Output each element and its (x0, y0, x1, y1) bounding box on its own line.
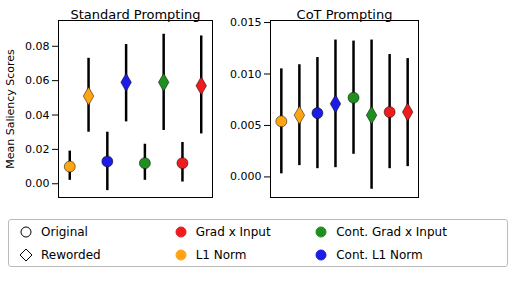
svg-text:0.015: 0.015 (230, 16, 262, 29)
html-text:Cont. L1 Norm: Cont. L1 Norm (336, 247, 423, 262)
svg-text:0.04: 0.04 (25, 109, 50, 122)
svg-text:0.005: 0.005 (230, 119, 262, 132)
html-text:Cont. Grad x Input: Cont. Grad x Input (336, 224, 447, 239)
html-text:Grad x Input: Grad x Input (195, 224, 271, 239)
svg-text:0.02: 0.02 (25, 143, 50, 156)
html-text:Reworded: Reworded (41, 247, 101, 262)
html-text:Original: Original (41, 224, 88, 239)
svg-text:Mean Saliency Scores: Mean Saliency Scores (4, 49, 17, 169)
svg-text:0.08: 0.08 (25, 40, 50, 53)
svg-text:0.06: 0.06 (25, 74, 50, 87)
svg-text:CoT Prompting: CoT Prompting (297, 7, 393, 22)
svg-text:Standard Prompting: Standard Prompting (70, 7, 200, 22)
svg-text:0.000: 0.000 (230, 170, 262, 183)
html-text:L1 Norm: L1 Norm (195, 247, 247, 262)
svg-text:0.00: 0.00 (25, 177, 50, 190)
svg-text:0.010: 0.010 (230, 68, 262, 81)
